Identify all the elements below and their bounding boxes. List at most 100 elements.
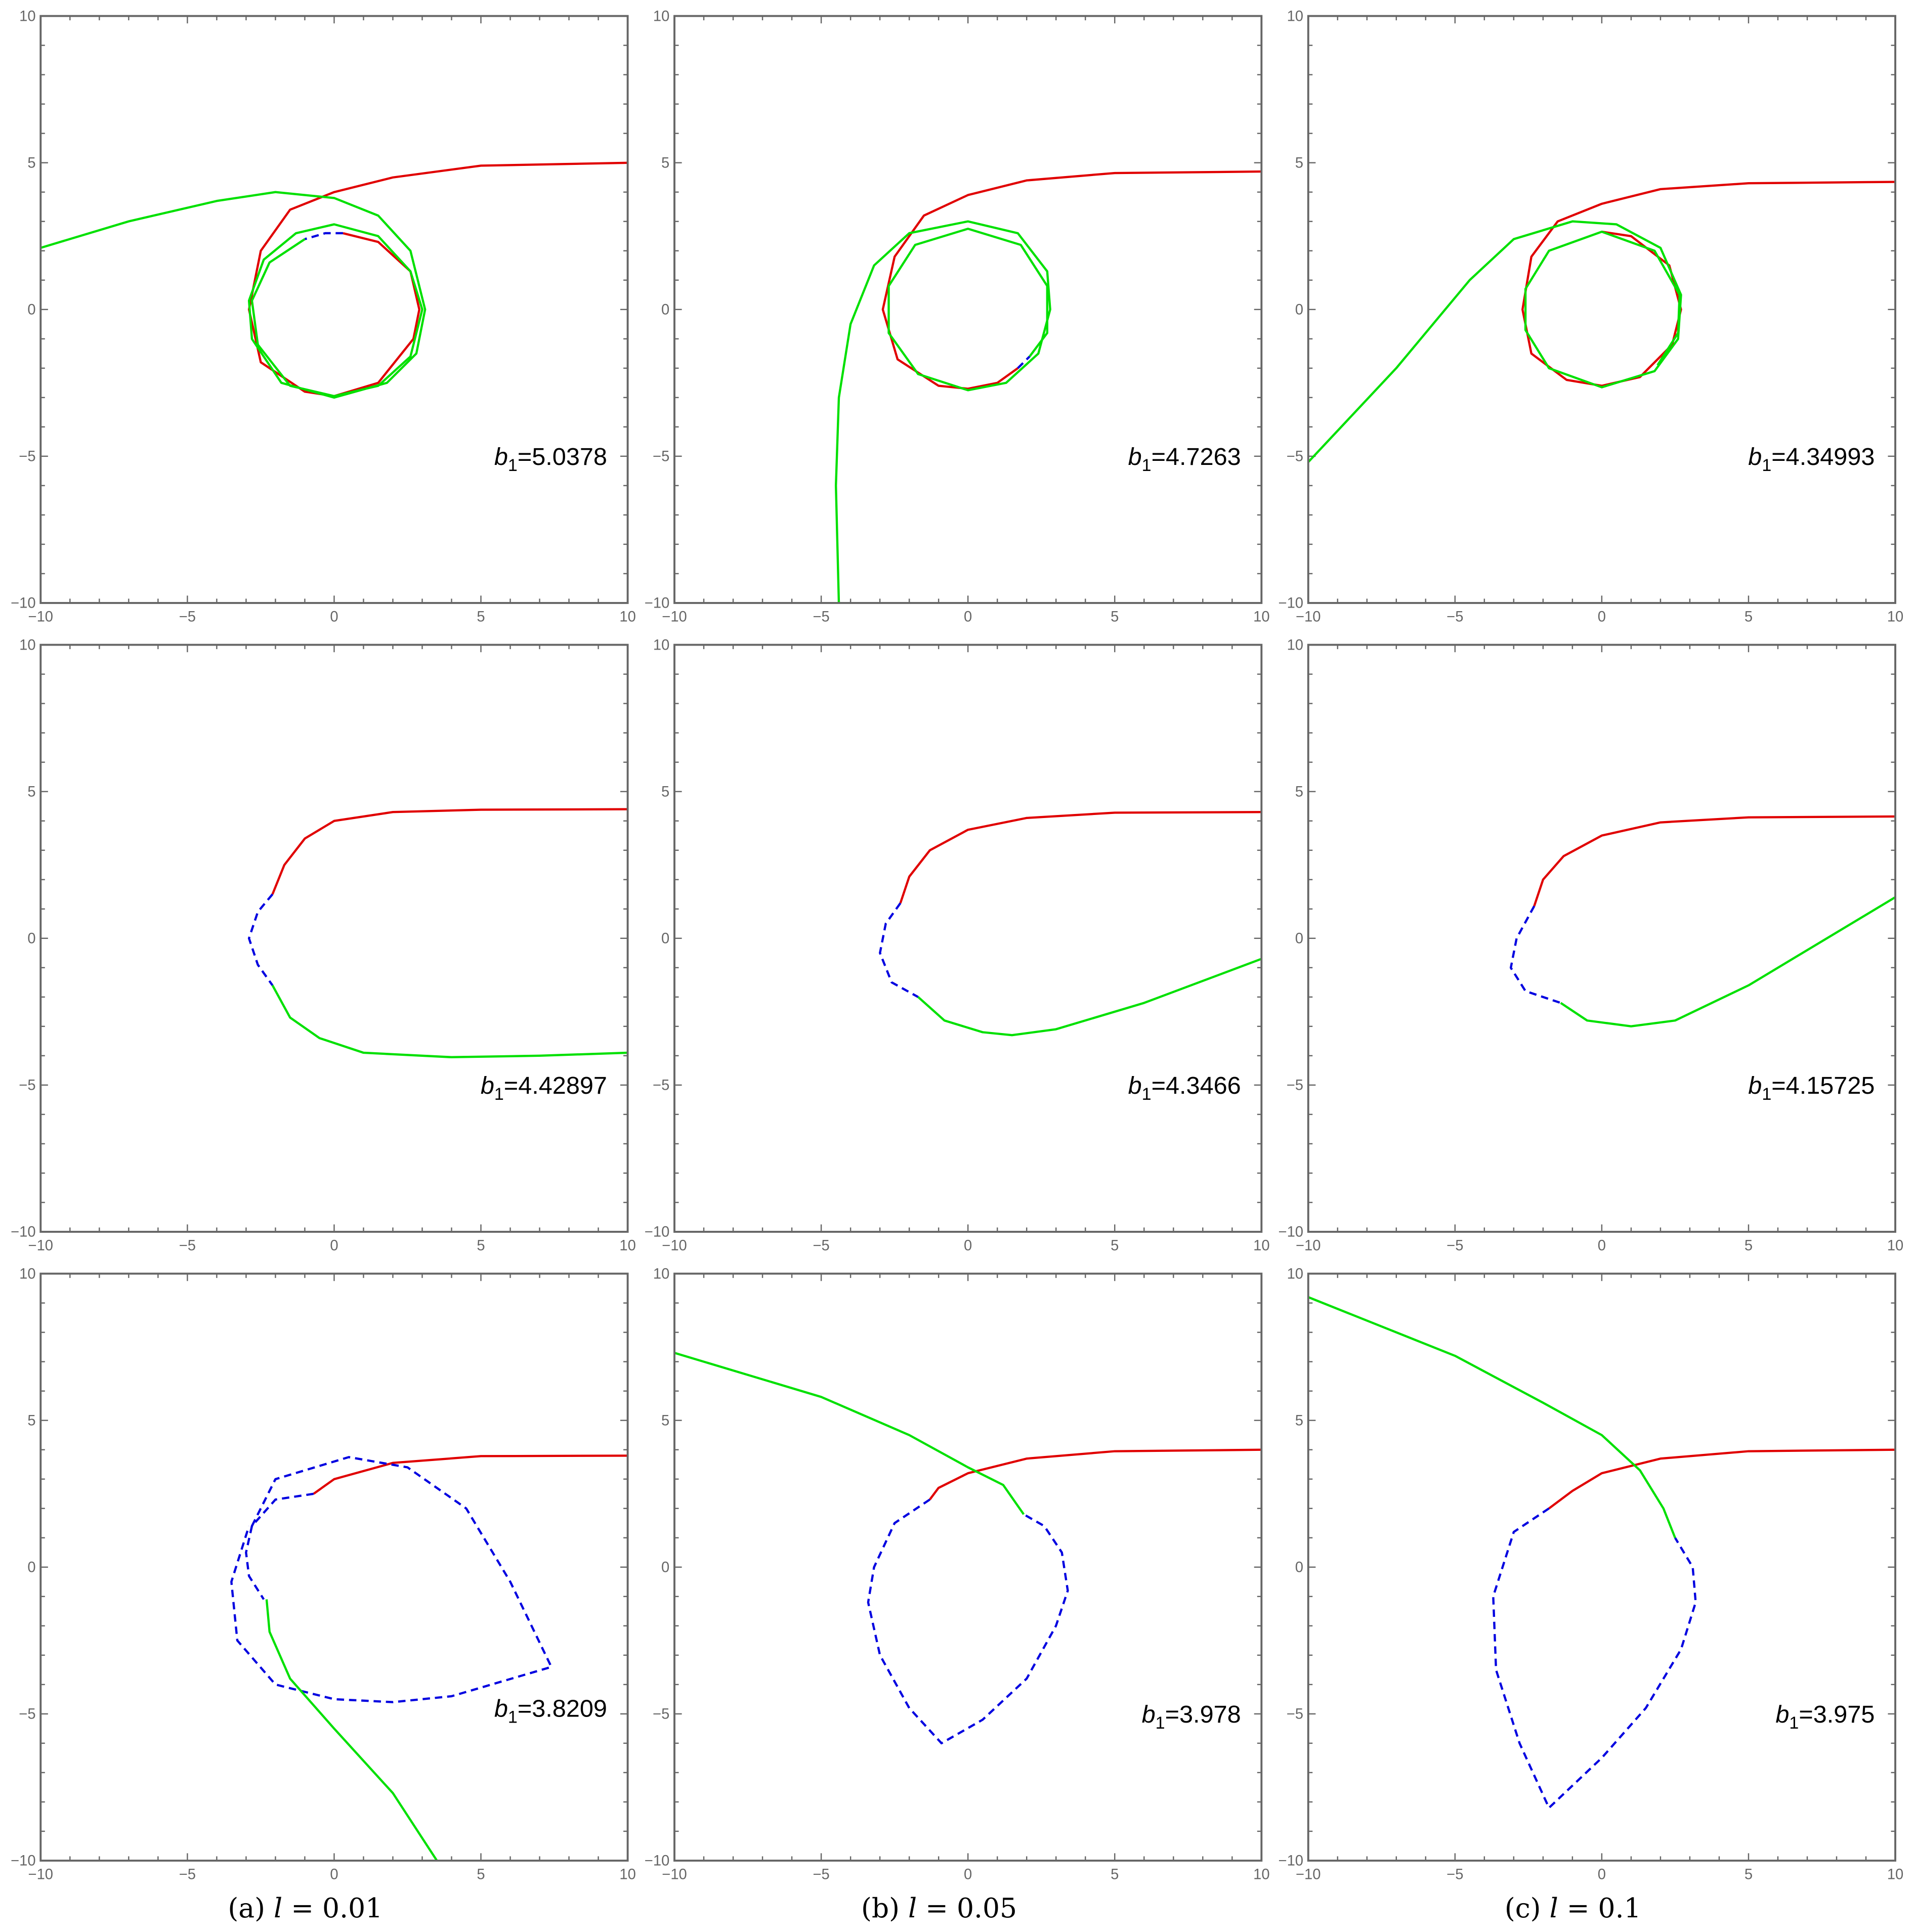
x-tick-label: 0 (964, 609, 972, 625)
y-tick-label: 5 (661, 155, 669, 171)
x-tick-label: 0 (964, 1866, 972, 1882)
y-tick-label: −10 (645, 1224, 669, 1240)
y-tick-label: 0 (661, 1559, 669, 1575)
plot-frame (1307, 15, 1896, 604)
y-tick-label: −10 (645, 595, 669, 612)
y-tick-label: −10 (11, 595, 35, 612)
series-line-blue-dashed (247, 893, 274, 986)
series-line-blue-dashed (230, 1456, 552, 1703)
b1-annotation: b1=3.8209 (494, 1695, 607, 1727)
series-line-blue-dashed (245, 1492, 314, 1600)
y-tick-label: 0 (1295, 302, 1303, 318)
x-tick-label: −5 (179, 609, 196, 625)
caption-c: (c) l = 0.1 (1505, 1892, 1641, 1924)
x-tick-label: 5 (477, 1237, 485, 1254)
y-tick-label: 5 (1295, 155, 1303, 171)
x-tick-label: 0 (330, 609, 338, 625)
x-tick-label: −5 (1446, 609, 1463, 625)
series-line-red (899, 811, 1262, 904)
series-line-blue-dashed (304, 232, 343, 240)
series-line-blue-dashed (1017, 356, 1031, 369)
y-tick-label: 10 (19, 637, 35, 653)
y-tick-label: −5 (1287, 1706, 1303, 1723)
x-tick-label: −10 (28, 609, 53, 625)
plot-frame (39, 15, 629, 604)
x-tick-label: −10 (28, 1237, 53, 1254)
x-tick-label: 5 (477, 1866, 485, 1882)
x-tick-label: 0 (1598, 1866, 1606, 1882)
series-line-green (40, 191, 427, 399)
y-tick-label: −5 (19, 1078, 35, 1094)
y-tick-label: 10 (1287, 1266, 1303, 1282)
x-tick-label: −5 (813, 1866, 829, 1882)
x-tick-label: 10 (1887, 1866, 1903, 1882)
x-tick-label: −10 (662, 609, 687, 625)
plot-panel-row2-b: −10 −5 0 5 10 −10 −5 0 5 10 b1=4.3466 (645, 637, 1270, 1254)
series-line-green (834, 220, 1051, 603)
b1-annotation: b1=4.42897 (481, 1072, 607, 1104)
y-tick-label: −10 (11, 1853, 35, 1869)
x-tick-label: −5 (179, 1237, 196, 1254)
y-tick-label: 0 (1295, 1559, 1303, 1575)
x-tick-label: 5 (1744, 609, 1753, 625)
plot-frame (673, 643, 1263, 1233)
y-tick-label: 0 (661, 930, 669, 947)
b1-annotation: b1=5.0378 (494, 443, 607, 475)
y-tick-label: 5 (661, 1412, 669, 1429)
series-line-green (1308, 220, 1682, 463)
x-tick-label: −5 (813, 609, 829, 625)
x-tick-label: 5 (1744, 1866, 1753, 1882)
y-tick-label: 5 (661, 784, 669, 800)
y-tick-label: −10 (1279, 1224, 1303, 1240)
series-line-red (313, 1454, 628, 1495)
y-tick-label: −5 (1287, 1078, 1303, 1094)
series-line-red (1548, 1448, 1896, 1510)
y-tick-label: 10 (653, 1266, 669, 1282)
x-tick-label: 10 (1253, 1237, 1269, 1254)
series-line-red (247, 161, 628, 398)
y-tick-label: 5 (27, 155, 35, 171)
y-tick-label: 5 (27, 784, 35, 800)
y-tick-label: 5 (1295, 784, 1303, 800)
series-line-green (917, 958, 1262, 1037)
series-line-blue-dashed (1509, 905, 1561, 1004)
x-tick-label: 10 (1253, 1866, 1269, 1882)
plot-panel-row1-a: −10 −5 0 5 10 −10 −5 0 5 10 b1=5.0378 (11, 8, 636, 625)
plot-frame (1307, 643, 1896, 1233)
series-line-red (1533, 815, 1896, 907)
y-tick-label: −5 (653, 449, 669, 465)
plot-panel-row3-b: −10 −5 0 5 10 −10 −5 0 5 10 b1=3.978 (645, 1266, 1270, 1882)
b1-annotation: b1=4.7263 (1128, 443, 1241, 475)
x-tick-label: 5 (1111, 609, 1119, 625)
x-tick-label: 10 (1887, 609, 1903, 625)
x-tick-label: 10 (1253, 609, 1269, 625)
y-tick-label: 0 (661, 302, 669, 318)
series-line-green (674, 1352, 1025, 1515)
y-tick-label: 5 (27, 1412, 35, 1429)
plot-frame (39, 643, 629, 1233)
x-tick-label: 10 (619, 609, 635, 625)
series-line-red (271, 808, 628, 895)
x-tick-label: −10 (1296, 609, 1321, 625)
y-tick-label: −10 (645, 1853, 669, 1869)
y-tick-label: −5 (653, 1706, 669, 1723)
b1-annotation: b1=4.3466 (1128, 1072, 1241, 1104)
series-line-red (1521, 181, 1896, 387)
x-tick-label: 0 (964, 1237, 972, 1254)
x-tick-label: −5 (1446, 1866, 1463, 1882)
y-tick-label: −10 (11, 1224, 35, 1240)
plot-panel-row1-b: −10 −5 0 5 10 −10 −5 0 5 10 b1=4.7263 (645, 8, 1270, 625)
x-tick-label: −10 (28, 1866, 53, 1882)
x-tick-label: 10 (619, 1866, 635, 1882)
plot-frame (39, 1272, 629, 1862)
x-tick-label: −5 (813, 1237, 829, 1254)
series-line-blue-dashed (1492, 1507, 1697, 1809)
y-tick-label: 0 (1295, 930, 1303, 947)
plot-panel-row1-c: −10 −5 0 5 10 −10 −5 0 5 10 b1=4.34993 (1279, 8, 1904, 625)
x-tick-label: −5 (179, 1866, 196, 1882)
x-tick-label: −10 (662, 1866, 687, 1882)
series-line-blue-dashed (879, 902, 919, 998)
y-tick-label: 10 (653, 8, 669, 24)
plot-panel-row2-a: −10 −5 0 5 10 −10 −5 0 5 10 b1=4.42897 (11, 637, 636, 1254)
y-tick-label: −5 (19, 449, 35, 465)
